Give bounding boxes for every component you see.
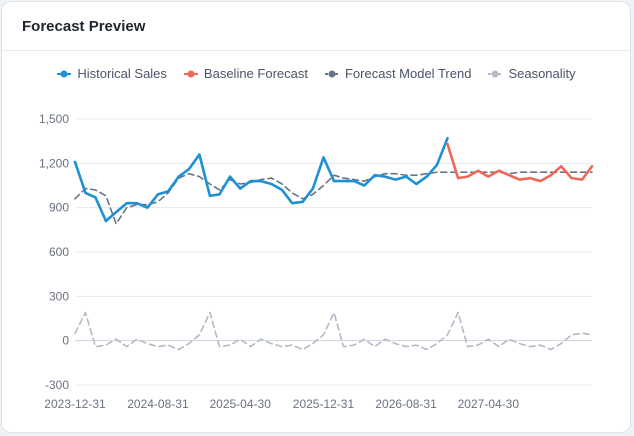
series-line-seasonality	[74, 311, 593, 351]
legend-swatch-icon	[57, 70, 72, 77]
x-tick-label: 2025-04-30	[209, 397, 271, 411]
x-tick-label: 2026-08-31	[375, 397, 437, 411]
legend-swatch-icon	[324, 70, 339, 77]
x-tick-label: 2024-08-31	[127, 397, 189, 411]
y-tick-label: 300	[49, 289, 69, 303]
legend-item-seasonality[interactable]: Seasonality	[487, 66, 576, 81]
legend-label: Forecast Model Trend	[344, 66, 472, 81]
legend-item-baseline-forecast[interactable]: Baseline Forecast	[183, 66, 308, 81]
legend-label: Historical Sales	[77, 66, 167, 81]
legend-item-historical-sales[interactable]: Historical Sales	[56, 66, 167, 81]
legend-item-forecast-model-trend[interactable]: Forecast Model Trend	[324, 66, 471, 81]
y-tick-label: 1,200	[39, 156, 69, 170]
legend-label: Baseline Forecast	[203, 66, 308, 81]
legend-label: Seasonality	[508, 66, 576, 81]
card-title: Forecast Preview	[22, 17, 146, 35]
x-tick-label: 2027-04-30	[458, 397, 520, 411]
y-tick-label: 0	[62, 334, 69, 348]
card-header: Forecast Preview	[2, 2, 630, 51]
x-tick-label: 2025-12-31	[293, 397, 355, 411]
y-tick-label: 1,500	[39, 112, 69, 126]
series-line-historical-sales	[73, 136, 449, 223]
legend-swatch-icon	[488, 70, 503, 77]
legend-swatch-icon	[183, 70, 198, 77]
x-tick-label: 2023-12-31	[44, 397, 106, 411]
series-line-baseline-forecast	[446, 142, 594, 183]
y-tick-label: -300	[45, 378, 69, 392]
chart-legend: Historical Sales Baseline Forecast Forecas…	[2, 66, 630, 81]
y-tick-label: 600	[49, 245, 69, 259]
y-tick-label: 900	[49, 201, 69, 215]
